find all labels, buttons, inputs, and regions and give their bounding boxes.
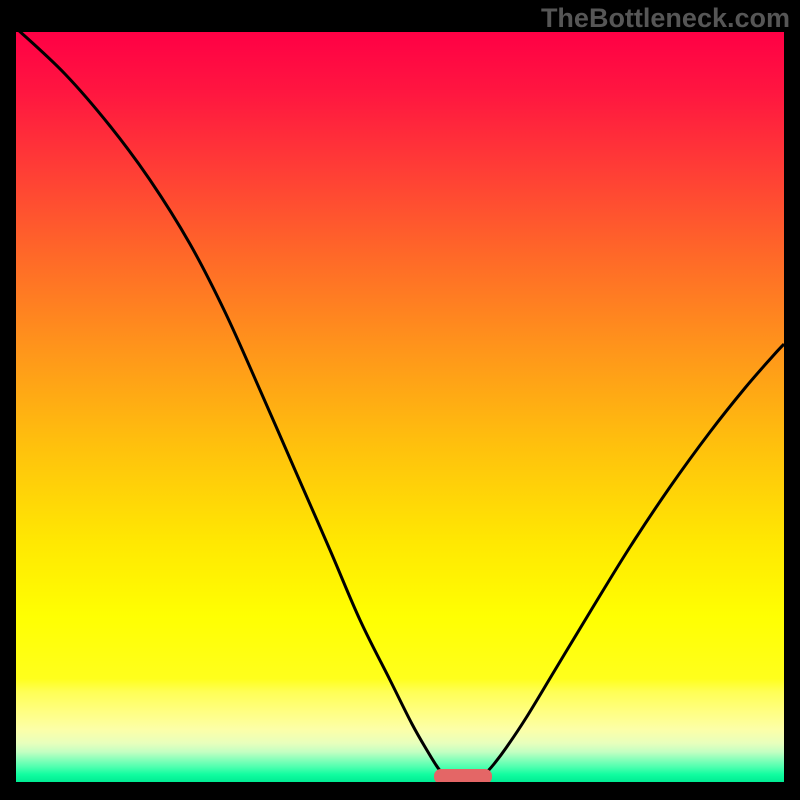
bottleneck-chart [0,0,800,800]
frame-border-left [0,0,16,800]
frame-border-right [784,0,800,800]
watermark-text: TheBottleneck.com [541,3,790,34]
frame-border-bottom [0,782,800,800]
gradient-background [16,32,784,782]
